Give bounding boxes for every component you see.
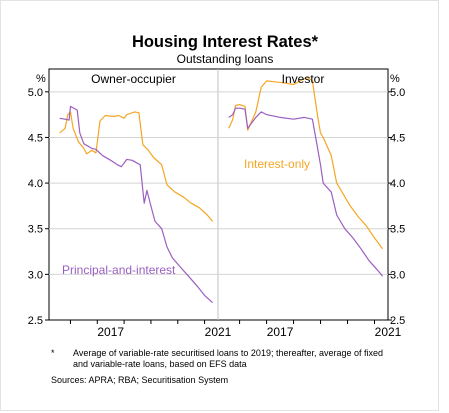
y-tick-label-left: 5.0: [28, 87, 43, 99]
y-tick-label-left: 4.0: [28, 178, 43, 190]
y-tick-label-right: 3.0: [390, 269, 405, 281]
series-line-interest-only: [228, 76, 384, 250]
series-line-interest-only: [59, 111, 214, 222]
sources-text: Sources: APRA; RBA; Securitisation Syste…: [51, 375, 229, 385]
chart-frame: [0, 0, 439, 411]
chart-title: Housing Interest Rates*: [131, 33, 319, 51]
x-tick-label: 2021: [375, 325, 402, 339]
footnote-marker: *: [51, 348, 55, 358]
y-tick-label-right: 4.5: [390, 132, 405, 144]
footnote-text: Average of variable-rate securitised loa…: [73, 348, 384, 369]
y-tick-label-right: 4.0: [390, 178, 405, 190]
x-tick-label: 2021: [205, 325, 232, 339]
panel-title: Owner-occupier: [91, 72, 176, 86]
series-label: Principal-and-interest: [62, 263, 176, 277]
series-label: Interest-only: [244, 157, 310, 171]
y-tick-label-right: 5.0: [390, 87, 405, 99]
y-tick-label-left: 3.0: [28, 269, 43, 281]
x-tick-label: 2017: [97, 325, 124, 339]
panel-title: Investor: [282, 72, 325, 86]
chart-subtitle: Outstanding loans: [176, 52, 274, 66]
x-tick-label: 2017: [267, 325, 294, 339]
y-unit-left: %: [36, 73, 46, 85]
series-line-principal-and-interest: [228, 107, 384, 277]
y-unit-right: %: [390, 73, 400, 85]
y-tick-label-left: 4.5: [28, 132, 43, 144]
series-line-principal-and-interest: [59, 105, 214, 304]
y-tick-label-left: 2.5: [28, 315, 43, 327]
y-tick-label-left: 3.5: [28, 224, 43, 236]
y-tick-label-right: 3.5: [390, 224, 405, 236]
y-tick-label-right: 2.5: [390, 315, 405, 327]
